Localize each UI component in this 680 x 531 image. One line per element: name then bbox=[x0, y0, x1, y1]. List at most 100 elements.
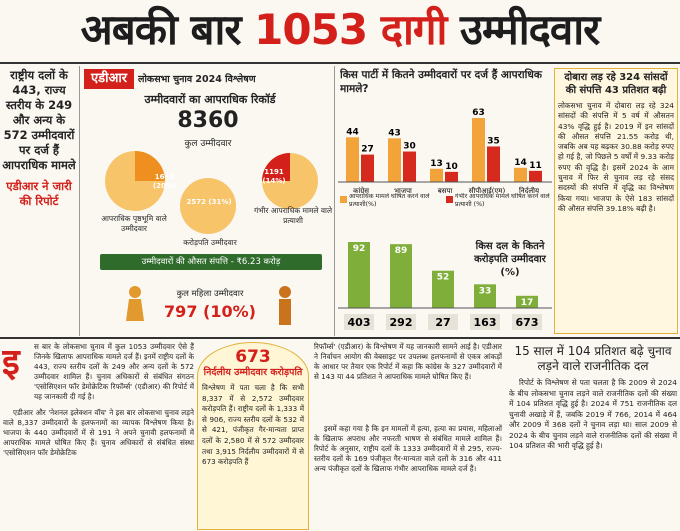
heading: लोकसभा चुनाव 2024 विश्लेषण bbox=[138, 74, 256, 85]
value-label: 35 bbox=[487, 136, 500, 146]
bar bbox=[390, 244, 412, 308]
bar bbox=[430, 168, 443, 182]
category-label: सीपीआई(एम) bbox=[469, 186, 506, 195]
woman-icon bbox=[126, 299, 144, 321]
badge: एडीआर bbox=[84, 69, 134, 89]
circle-label: गंभीर आपराधिक मामले वाले प्रत्याशी bbox=[253, 206, 333, 225]
count-box bbox=[512, 314, 542, 330]
bar bbox=[514, 167, 527, 182]
headline-part: अबकी बार bbox=[80, 5, 242, 54]
value-label: 33 bbox=[479, 286, 492, 296]
left-text: राष्ट्रीय दलों के 443, राज्य स्तरीय के 2… bbox=[2, 68, 76, 172]
woman-icon bbox=[279, 299, 291, 325]
count-label: 673 bbox=[516, 316, 539, 329]
bar bbox=[487, 146, 500, 182]
mps-text: लोकसभा चुनाव में दोबारा लड़ रहे 324 सांस… bbox=[558, 101, 674, 213]
bar bbox=[403, 151, 416, 182]
woman-icon bbox=[129, 286, 141, 298]
drop-cap: इ bbox=[2, 343, 20, 383]
category-label: निर्दलीय bbox=[519, 186, 540, 195]
party-chart-title: किस पार्टी में कितने उम्मीदवारों पर दर्ज… bbox=[340, 69, 542, 95]
bar bbox=[432, 270, 454, 308]
count-label: 27 bbox=[435, 316, 450, 329]
paragraph: स बार के लोकसभा चुनाव में कुल 1053 उम्मी… bbox=[34, 342, 194, 401]
value-label: 89 bbox=[395, 246, 408, 256]
circle-value: 2572 (31%) bbox=[186, 198, 232, 206]
category-label: कांग्रेस bbox=[353, 186, 369, 195]
value-label: 11 bbox=[529, 161, 542, 171]
value-label: 43 bbox=[388, 128, 401, 138]
value-label: 17 bbox=[521, 298, 534, 308]
circle-slice bbox=[262, 153, 290, 181]
bar bbox=[361, 154, 374, 182]
independents-text: विश्लेषण में पता चला है कि सभी 8,337 में… bbox=[202, 383, 304, 467]
bar bbox=[445, 171, 458, 182]
circle bbox=[180, 178, 236, 234]
count-label: 163 bbox=[474, 316, 497, 329]
value-label: 92 bbox=[353, 244, 366, 254]
women-value: 797 (10%) bbox=[164, 302, 256, 321]
parties-box: 15 साल में 104 प्रतिशत बढ़े चुनाव लड़ने … bbox=[506, 342, 680, 530]
category-label: भाजपा bbox=[394, 187, 412, 195]
value-label: 14 bbox=[514, 158, 527, 168]
value-label: 44 bbox=[346, 127, 359, 137]
value-label: 27 bbox=[361, 145, 374, 155]
count-box bbox=[470, 314, 500, 330]
value-label: 30 bbox=[403, 142, 416, 152]
crorepati-title: किस दल के कितने करोड़पति उम्मीदवार (%) bbox=[474, 241, 546, 278]
legend-swatch bbox=[446, 196, 453, 203]
paragraph: इसमें कहा गया है कि इन मामलों में हत्या,… bbox=[314, 424, 502, 473]
category-label: बसपा bbox=[438, 187, 453, 195]
women-label: कुल महिला उम्मीदवार bbox=[176, 289, 244, 299]
parties-text: रिपोर्ट के विश्लेषण से पता चलता है कि 20… bbox=[509, 378, 677, 450]
mps-box: दोबारा लड़ रहे 324 सांसदों की संपत्ति 43… bbox=[554, 68, 678, 334]
parties-title: 15 साल में 104 प्रतिशत बढ़े चुनाव लड़ने … bbox=[514, 344, 672, 373]
independents-title: निर्दलीय उम्मीदवार करोड़पति bbox=[203, 367, 303, 378]
total-label: कुल उम्मीदवार bbox=[184, 139, 232, 149]
total: 8360 bbox=[177, 108, 239, 133]
circle-value: 1643 (20%) bbox=[152, 173, 177, 190]
independents-number: 673 bbox=[235, 347, 271, 367]
count-box bbox=[386, 314, 416, 330]
headline: अबकी बार 1053 दागी उम्मीदवार bbox=[0, 0, 680, 62]
count-label: 292 bbox=[390, 316, 413, 329]
value-label: 10 bbox=[445, 162, 458, 172]
independents-box: 673 निर्दलीय उम्मीदवार करोड़पति विश्लेषण… bbox=[197, 342, 309, 530]
count-box bbox=[428, 314, 458, 330]
circle-label: करोड़पति उम्मीदवार bbox=[183, 238, 237, 247]
crorepati-chart: 92 403 89 292 52 27 33 163 17 673 bbox=[338, 242, 552, 330]
count-label: 403 bbox=[348, 316, 371, 329]
circles bbox=[105, 151, 318, 234]
legend-entry: गंभीर आपराधिक मामले घोषित करने वाले प्रत… bbox=[455, 193, 550, 208]
headline-part: उम्मीदवार bbox=[460, 5, 600, 54]
paragraph: रिफॉर्म्स' (एडीआर) के विश्लेषण में यह जा… bbox=[314, 342, 502, 381]
analysis-panel: एडीआर लोकसभा चुनाव 2024 विश्लेषण उम्मीदव… bbox=[79, 66, 335, 336]
bar bbox=[474, 284, 496, 308]
bar bbox=[388, 138, 401, 182]
figures bbox=[126, 286, 291, 325]
left-source: एडीआर ने जारी की रिपोर्ट bbox=[6, 179, 72, 208]
bar bbox=[346, 137, 359, 182]
legend-swatch bbox=[340, 196, 347, 203]
rule bbox=[0, 337, 680, 339]
legend-entry: आपराधिक मामले घोषित करने वाले प्रत्याशी(… bbox=[349, 193, 430, 208]
bar bbox=[348, 242, 370, 308]
circle-value: 1191 (14%) bbox=[262, 168, 286, 185]
value-label: 52 bbox=[437, 273, 450, 283]
circle-slice bbox=[135, 151, 165, 181]
bar bbox=[472, 118, 485, 182]
bar bbox=[516, 295, 538, 308]
legend-text: गंभीर आपराधिक मामले घोषित करने वाले प्रत… bbox=[455, 193, 550, 208]
value-label: 63 bbox=[472, 108, 485, 118]
average-assets: उम्मीदवारों की औसत संपत्ति - ₹6.23 करोड़ bbox=[100, 254, 322, 270]
paragraph: एडीआर और 'नेशनल इलेक्शन वॉच' ने इस बार ल… bbox=[3, 408, 194, 457]
mps-title: दोबारा लड़ रहे 324 सांसदों की संपत्ति 43… bbox=[564, 72, 668, 96]
bar bbox=[529, 170, 542, 182]
count-box bbox=[344, 314, 374, 330]
value-label: 13 bbox=[430, 159, 443, 169]
left-column: राष्ट्रीय दलों के 443, राज्य स्तरीय के 2… bbox=[2, 68, 76, 333]
rule bbox=[0, 62, 680, 64]
circle-label: आपराधिक पृष्ठभूमि वाले उम्मीदवार bbox=[101, 214, 167, 233]
subheading: उम्मीदवारों का आपराधिक रिकॉर्ड bbox=[144, 93, 276, 106]
